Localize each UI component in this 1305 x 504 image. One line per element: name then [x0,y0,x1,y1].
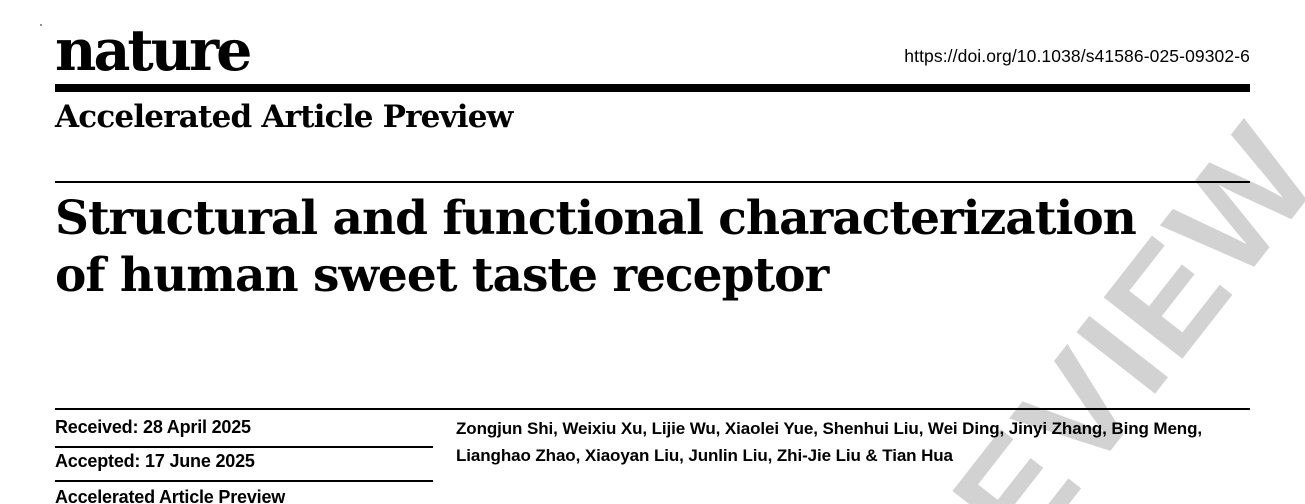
article-title-line-2: of human sweet taste receptor [55,248,829,303]
article-title-line-1: Structural and functional characterizati… [55,191,1137,246]
author-list-line-1: Zongjun Shi, Weixiu Xu, Lijie Wu, Xiaole… [456,419,1202,438]
accepted-divider [55,480,433,482]
doi-link[interactable]: https://doi.org/10.1038/s41586-025-09302… [904,46,1250,66]
accelerated-article-preview-label: Accelerated Article Preview [55,487,286,504]
meta-top-rule [55,408,1250,410]
kicker-heading: Accelerated Article Preview [55,99,513,135]
accepted-date: Accepted: 17 June 2025 [55,451,255,471]
author-list: Zongjun Shi, Weixiu Xu, Lijie Wu, Xiaole… [456,415,1266,469]
received-divider [55,446,433,448]
nature-logo: nature [55,17,252,84]
print-speck [40,24,42,26]
article-title: Structural and functional characterizati… [55,190,1255,304]
author-list-line-2: Lianghao Zhao, Xiaoyan Liu, Junlin Liu, … [456,446,953,465]
masthead-rule [55,84,1250,92]
received-date: Received: 28 April 2025 [55,417,251,437]
title-top-rule [55,181,1250,183]
